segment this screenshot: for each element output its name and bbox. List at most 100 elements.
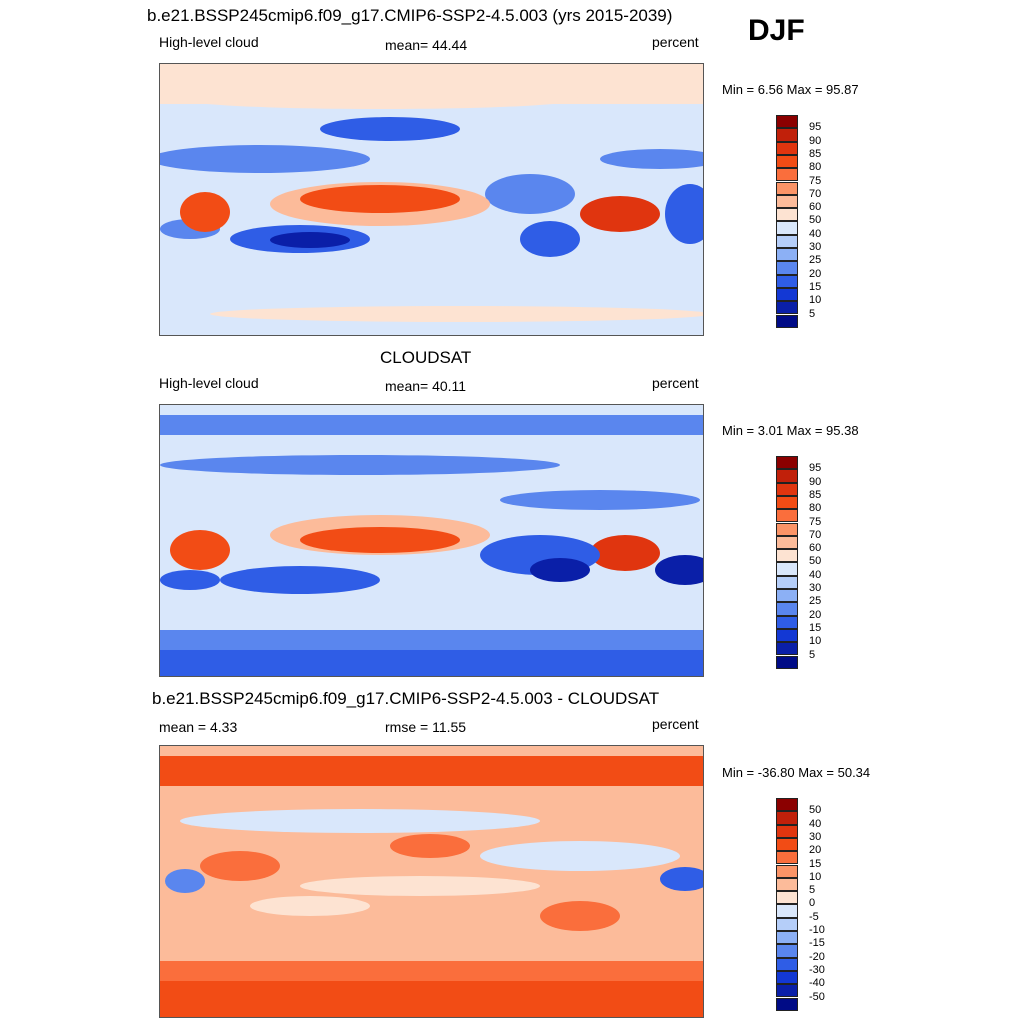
- panel-3-units-label: percent: [652, 716, 699, 732]
- colorbar-swatch: [776, 168, 798, 182]
- colorbar-swatch: [776, 248, 798, 262]
- colorbar-swatch: [776, 549, 798, 563]
- panel-1-variable-label: High-level cloud: [159, 34, 259, 50]
- colorbar-swatch: [776, 575, 798, 589]
- colorbar-swatch: [776, 208, 798, 222]
- colorbar-swatch: [776, 970, 798, 985]
- colorbar-swatch: [776, 642, 798, 656]
- colorbar-swatch: [776, 154, 798, 169]
- panel-1-title: b.e21.BSSP245cmip6.f09_g17.CMIP6-SSP2-4.…: [147, 6, 673, 25]
- panel-3-minmax: Min = -36.80 Max = 50.34: [722, 765, 871, 780]
- colorbar-swatch: [776, 234, 798, 248]
- colorbar-swatch: [776, 221, 798, 235]
- colorbar-swatch: [776, 811, 798, 825]
- colorbar-tick-label: 10: [809, 635, 822, 648]
- panel-2-mean-label: mean= 40.11: [385, 378, 467, 394]
- colorbar-tick-label: 15: [809, 280, 822, 293]
- colorbar-swatch: [776, 456, 798, 470]
- colorbar-tick-label: 25: [809, 254, 822, 267]
- colorbar-tick-label: 0: [809, 897, 816, 910]
- colorbar-swatch: [776, 301, 798, 315]
- colorbar-swatch: [776, 141, 798, 155]
- colorbar-tick-label: 90: [809, 475, 822, 488]
- colorbar-tick-label: -15: [809, 937, 825, 950]
- colorbar-swatch: [776, 997, 798, 1011]
- colorbar-tick-label: 90: [809, 134, 822, 147]
- colorbar-swatch: [776, 287, 798, 302]
- colorbar-tick-label: 15: [809, 621, 822, 634]
- colorbar-tick-label: 70: [809, 528, 822, 541]
- panel-2-map: [159, 404, 704, 677]
- colorbar-swatch: [776, 495, 798, 510]
- panel-1-map: [159, 63, 704, 336]
- colorbar-tick-label: 80: [809, 161, 822, 174]
- colorbar-swatch: [776, 181, 798, 195]
- colorbar-tick-label: 60: [809, 542, 822, 555]
- colorbar-swatch: [776, 469, 798, 483]
- colorbar-swatch: [776, 864, 798, 878]
- colorbar-swatch: [776, 128, 798, 142]
- colorbar-swatch: [776, 261, 798, 275]
- colorbar-tick-label: 20: [809, 267, 822, 280]
- colorbar-tick-label: 5: [809, 307, 816, 320]
- colorbar-tick-label: 40: [809, 568, 822, 581]
- colorbar-tick-label: 30: [809, 241, 822, 253]
- panel-1-minmax: Min = 6.56 Max = 95.87: [722, 82, 859, 97]
- colorbar-tick-label: -30: [809, 963, 825, 976]
- colorbar-tick-label: 60: [809, 201, 822, 214]
- colorbar-tick-label: 75: [809, 174, 822, 187]
- colorbar-swatch: [776, 522, 798, 536]
- colorbar-tick-label: 85: [809, 147, 822, 160]
- colorbar-swatch: [776, 877, 798, 892]
- colorbar-swatch: [776, 837, 798, 852]
- colorbar-tick-label: 70: [809, 187, 822, 200]
- colorbar-swatch: [776, 562, 798, 576]
- colorbar-swatch: [776, 904, 798, 918]
- colorbar-tick-label: 40: [809, 227, 822, 240]
- colorbar-tick-label: 95: [809, 462, 822, 475]
- colorbar-tick-label: -50: [809, 990, 825, 1003]
- colorbar-tick-label: 50: [809, 804, 822, 817]
- colorbar-tick-label: 50: [809, 555, 822, 568]
- panel-3-title: b.e21.BSSP245cmip6.f09_g17.CMIP6-SSP2-4.…: [152, 689, 660, 708]
- colorbar-swatch: [776, 274, 798, 288]
- colorbar-swatch: [776, 944, 798, 958]
- colorbar-swatch: [776, 535, 798, 550]
- colorbar-tick-label: 10: [809, 870, 822, 883]
- colorbar-tick-label: -5: [809, 910, 819, 923]
- colorbar-tick-label: 20: [809, 844, 822, 857]
- colorbar-swatch: [776, 509, 798, 523]
- colorbar-swatch: [776, 824, 798, 838]
- colorbar-swatch: [776, 615, 798, 629]
- colorbar-swatch: [776, 115, 798, 129]
- panel-3-map: [159, 745, 704, 1018]
- panel-3-rmse-label: rmse = 11.55: [385, 719, 467, 735]
- colorbar-swatch: [776, 194, 798, 209]
- colorbar-tick-label: -10: [809, 924, 825, 936]
- colorbar-swatch: [776, 851, 798, 865]
- colorbar-tick-label: 50: [809, 214, 822, 227]
- colorbar-tick-label: 30: [809, 830, 822, 843]
- colorbar-tick-label: 30: [809, 582, 822, 594]
- season-label: DJF: [748, 14, 805, 47]
- colorbar-tick-label: -20: [809, 950, 825, 963]
- colorbar-swatch: [776, 482, 798, 496]
- panel-2-units-label: percent: [652, 375, 699, 391]
- colorbar-tick-label: 85: [809, 488, 822, 501]
- colorbar-swatch: [776, 314, 798, 328]
- panel-3-mean-label: mean = 4.33: [159, 719, 238, 735]
- panel-1-units-label: percent: [652, 34, 699, 50]
- colorbar-tick-label: 5: [809, 884, 816, 897]
- panel-1-mean-label: mean= 44.44: [385, 37, 468, 53]
- panel-2-variable-label: High-level cloud: [159, 375, 259, 391]
- colorbar-tick-label: 25: [809, 595, 822, 608]
- colorbar-tick-label: 15: [809, 857, 822, 870]
- colorbar-tick-label: 80: [809, 502, 822, 515]
- panel-2-minmax: Min = 3.01 Max = 95.38: [722, 423, 859, 438]
- colorbar-swatch: [776, 798, 798, 812]
- colorbar-swatch: [776, 628, 798, 643]
- colorbar-swatch: [776, 931, 798, 945]
- colorbar-tick-label: 40: [809, 817, 822, 830]
- colorbar-swatch: [776, 589, 798, 603]
- panel-2-title: CLOUDSAT: [380, 348, 472, 367]
